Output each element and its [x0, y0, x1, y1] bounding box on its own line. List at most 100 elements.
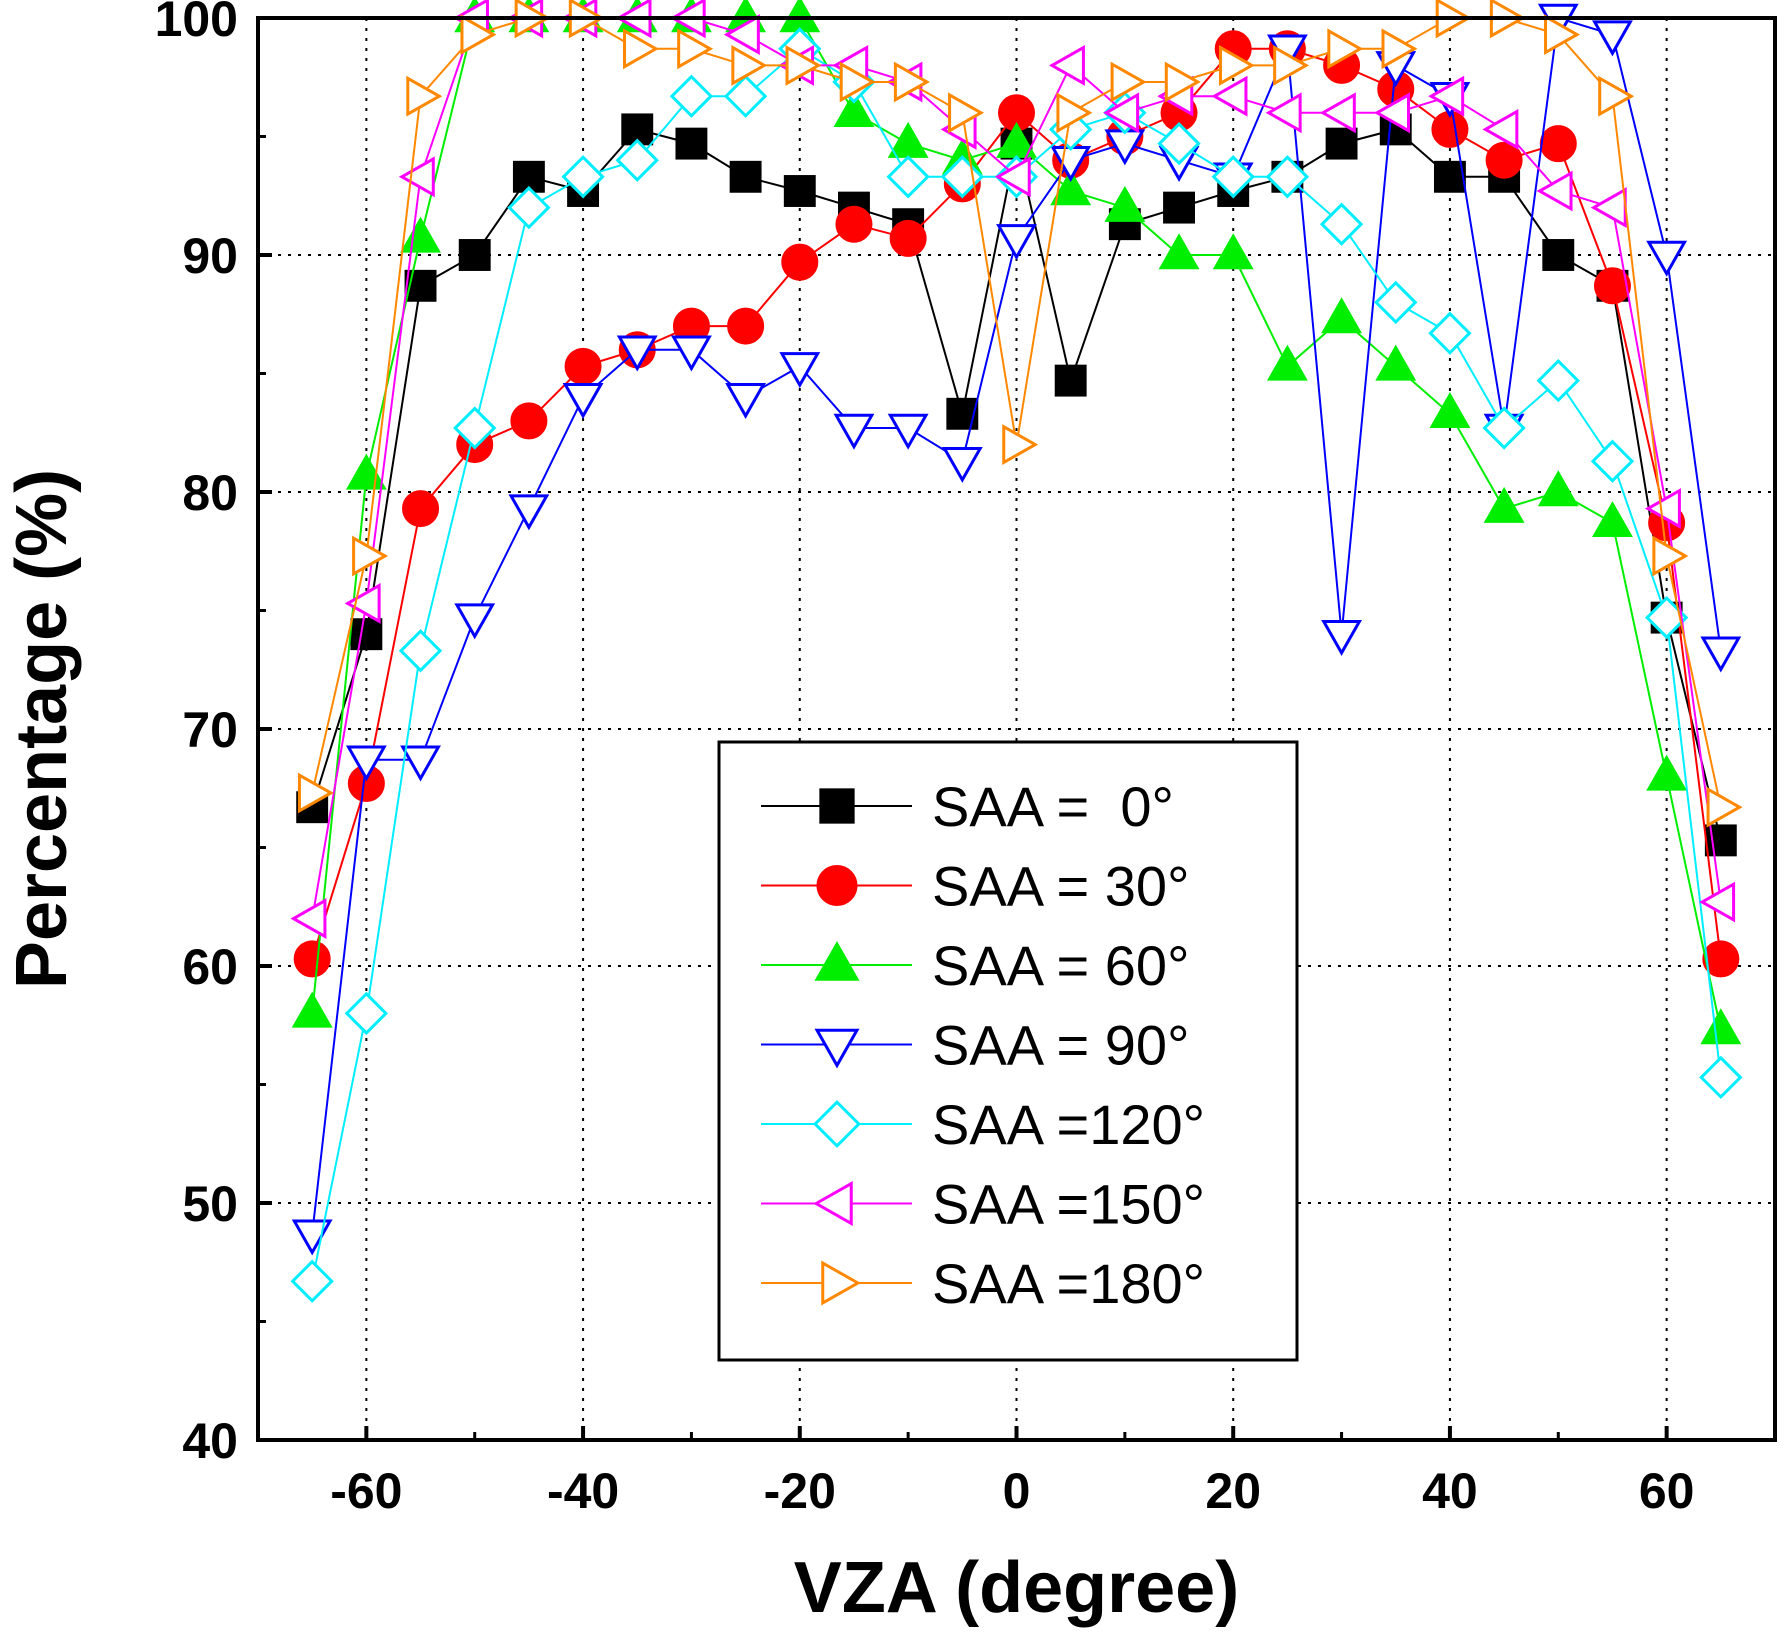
data-point [1163, 191, 1195, 224]
data-point [460, 14, 497, 56]
data-point [781, 243, 819, 281]
data-point [507, 185, 551, 230]
data-point [562, 382, 604, 419]
axis-ticks: -60 -40 -20 0 20 40 60 40 50 60 70 80 90 100 [155, 0, 1695, 1519]
data-point [1433, 160, 1466, 193]
data-point [1211, 75, 1248, 117]
data-point [1699, 1055, 1743, 1100]
data-point [293, 940, 331, 978]
data-point [1103, 92, 1140, 134]
data-point [1212, 233, 1254, 270]
data-point [1542, 239, 1575, 271]
legend-item: SAA = 90° [761, 1014, 1189, 1077]
data-point [941, 446, 983, 483]
data-point [1646, 240, 1688, 277]
x-tick-label: 60 [1639, 1463, 1695, 1519]
data-point [1381, 28, 1418, 70]
data-point [1539, 125, 1577, 163]
data-point [1644, 488, 1681, 530]
x-tick-label: 20 [1205, 1463, 1261, 1519]
data-point [1374, 92, 1410, 134]
legend-marker [821, 1260, 861, 1306]
legend-item: SAA =180° [761, 1252, 1205, 1315]
data-point [671, 335, 712, 372]
x-tick-label: 40 [1422, 1463, 1478, 1519]
data-point [1265, 92, 1302, 134]
data-point [729, 160, 762, 193]
data-point [1273, 44, 1310, 86]
data-point [723, 14, 760, 56]
data-point [1592, 501, 1633, 538]
data-point [1590, 439, 1635, 483]
data-point [727, 307, 765, 345]
data-point [1266, 344, 1308, 381]
data-point [1544, 14, 1581, 56]
data-point [1327, 28, 1364, 70]
data-point [675, 127, 708, 160]
series-5 [290, 27, 1743, 1303]
data-point [1593, 267, 1631, 305]
legend-marker [819, 788, 855, 824]
legend-label: SAA =120° [932, 1093, 1205, 1156]
data-point [1536, 170, 1573, 212]
data-point [1646, 754, 1688, 791]
data-point [615, 138, 659, 182]
data-point [345, 453, 387, 490]
data-point [1265, 155, 1310, 199]
data-point [1321, 619, 1362, 656]
data-point [352, 535, 389, 577]
legend-item: SAA =120° [761, 1093, 1205, 1156]
y-axis-title: Percentage (%) [2, 469, 82, 989]
data-point [510, 402, 548, 440]
data-point [1483, 486, 1525, 523]
data-point [723, 74, 768, 118]
legend-item: SAA = 0° [761, 775, 1174, 838]
data-point [1700, 636, 1742, 673]
legend-label: SAA = 90° [932, 1014, 1189, 1077]
data-point [402, 490, 440, 528]
legend-item: SAA =150° [761, 1173, 1205, 1236]
data-point [1110, 61, 1147, 103]
data-point [398, 629, 443, 673]
data-point [1428, 311, 1472, 355]
data-point [1644, 595, 1689, 640]
data-point [400, 745, 441, 782]
data-point [886, 155, 930, 199]
legend-marker [813, 1100, 861, 1148]
data-point [889, 219, 927, 257]
data-point [344, 991, 389, 1036]
data-point [779, 0, 821, 33]
data-point [453, 406, 497, 450]
data-point [345, 745, 387, 782]
data-point [833, 91, 875, 128]
data-point [1482, 406, 1526, 450]
data-point [291, 991, 333, 1028]
data-point [350, 618, 383, 651]
data-point [1482, 108, 1519, 150]
legend-marker [813, 1180, 853, 1227]
data-point [835, 205, 873, 243]
data-point [290, 1259, 334, 1303]
data-point [946, 397, 979, 430]
data-point [725, 382, 767, 419]
data-point [783, 175, 816, 207]
legend-label: SAA = 60° [932, 934, 1189, 997]
data-point [669, 74, 714, 118]
data-point [677, 28, 714, 70]
data-point [297, 772, 334, 814]
legend-label: SAA =180° [932, 1252, 1205, 1315]
plot-frame [256, 16, 1777, 1442]
data-point [616, 335, 658, 372]
legend-marker [816, 865, 858, 906]
data-point [400, 216, 441, 253]
y-tick-label: 100 [155, 0, 238, 47]
data-point [1700, 1008, 1742, 1045]
data-point [1590, 187, 1627, 229]
data-point [1375, 344, 1417, 381]
data-point [1319, 202, 1364, 246]
data-point [940, 155, 984, 199]
legend-label: SAA = 30° [932, 855, 1189, 918]
data-point [454, 603, 496, 640]
data-point [291, 1219, 333, 1256]
